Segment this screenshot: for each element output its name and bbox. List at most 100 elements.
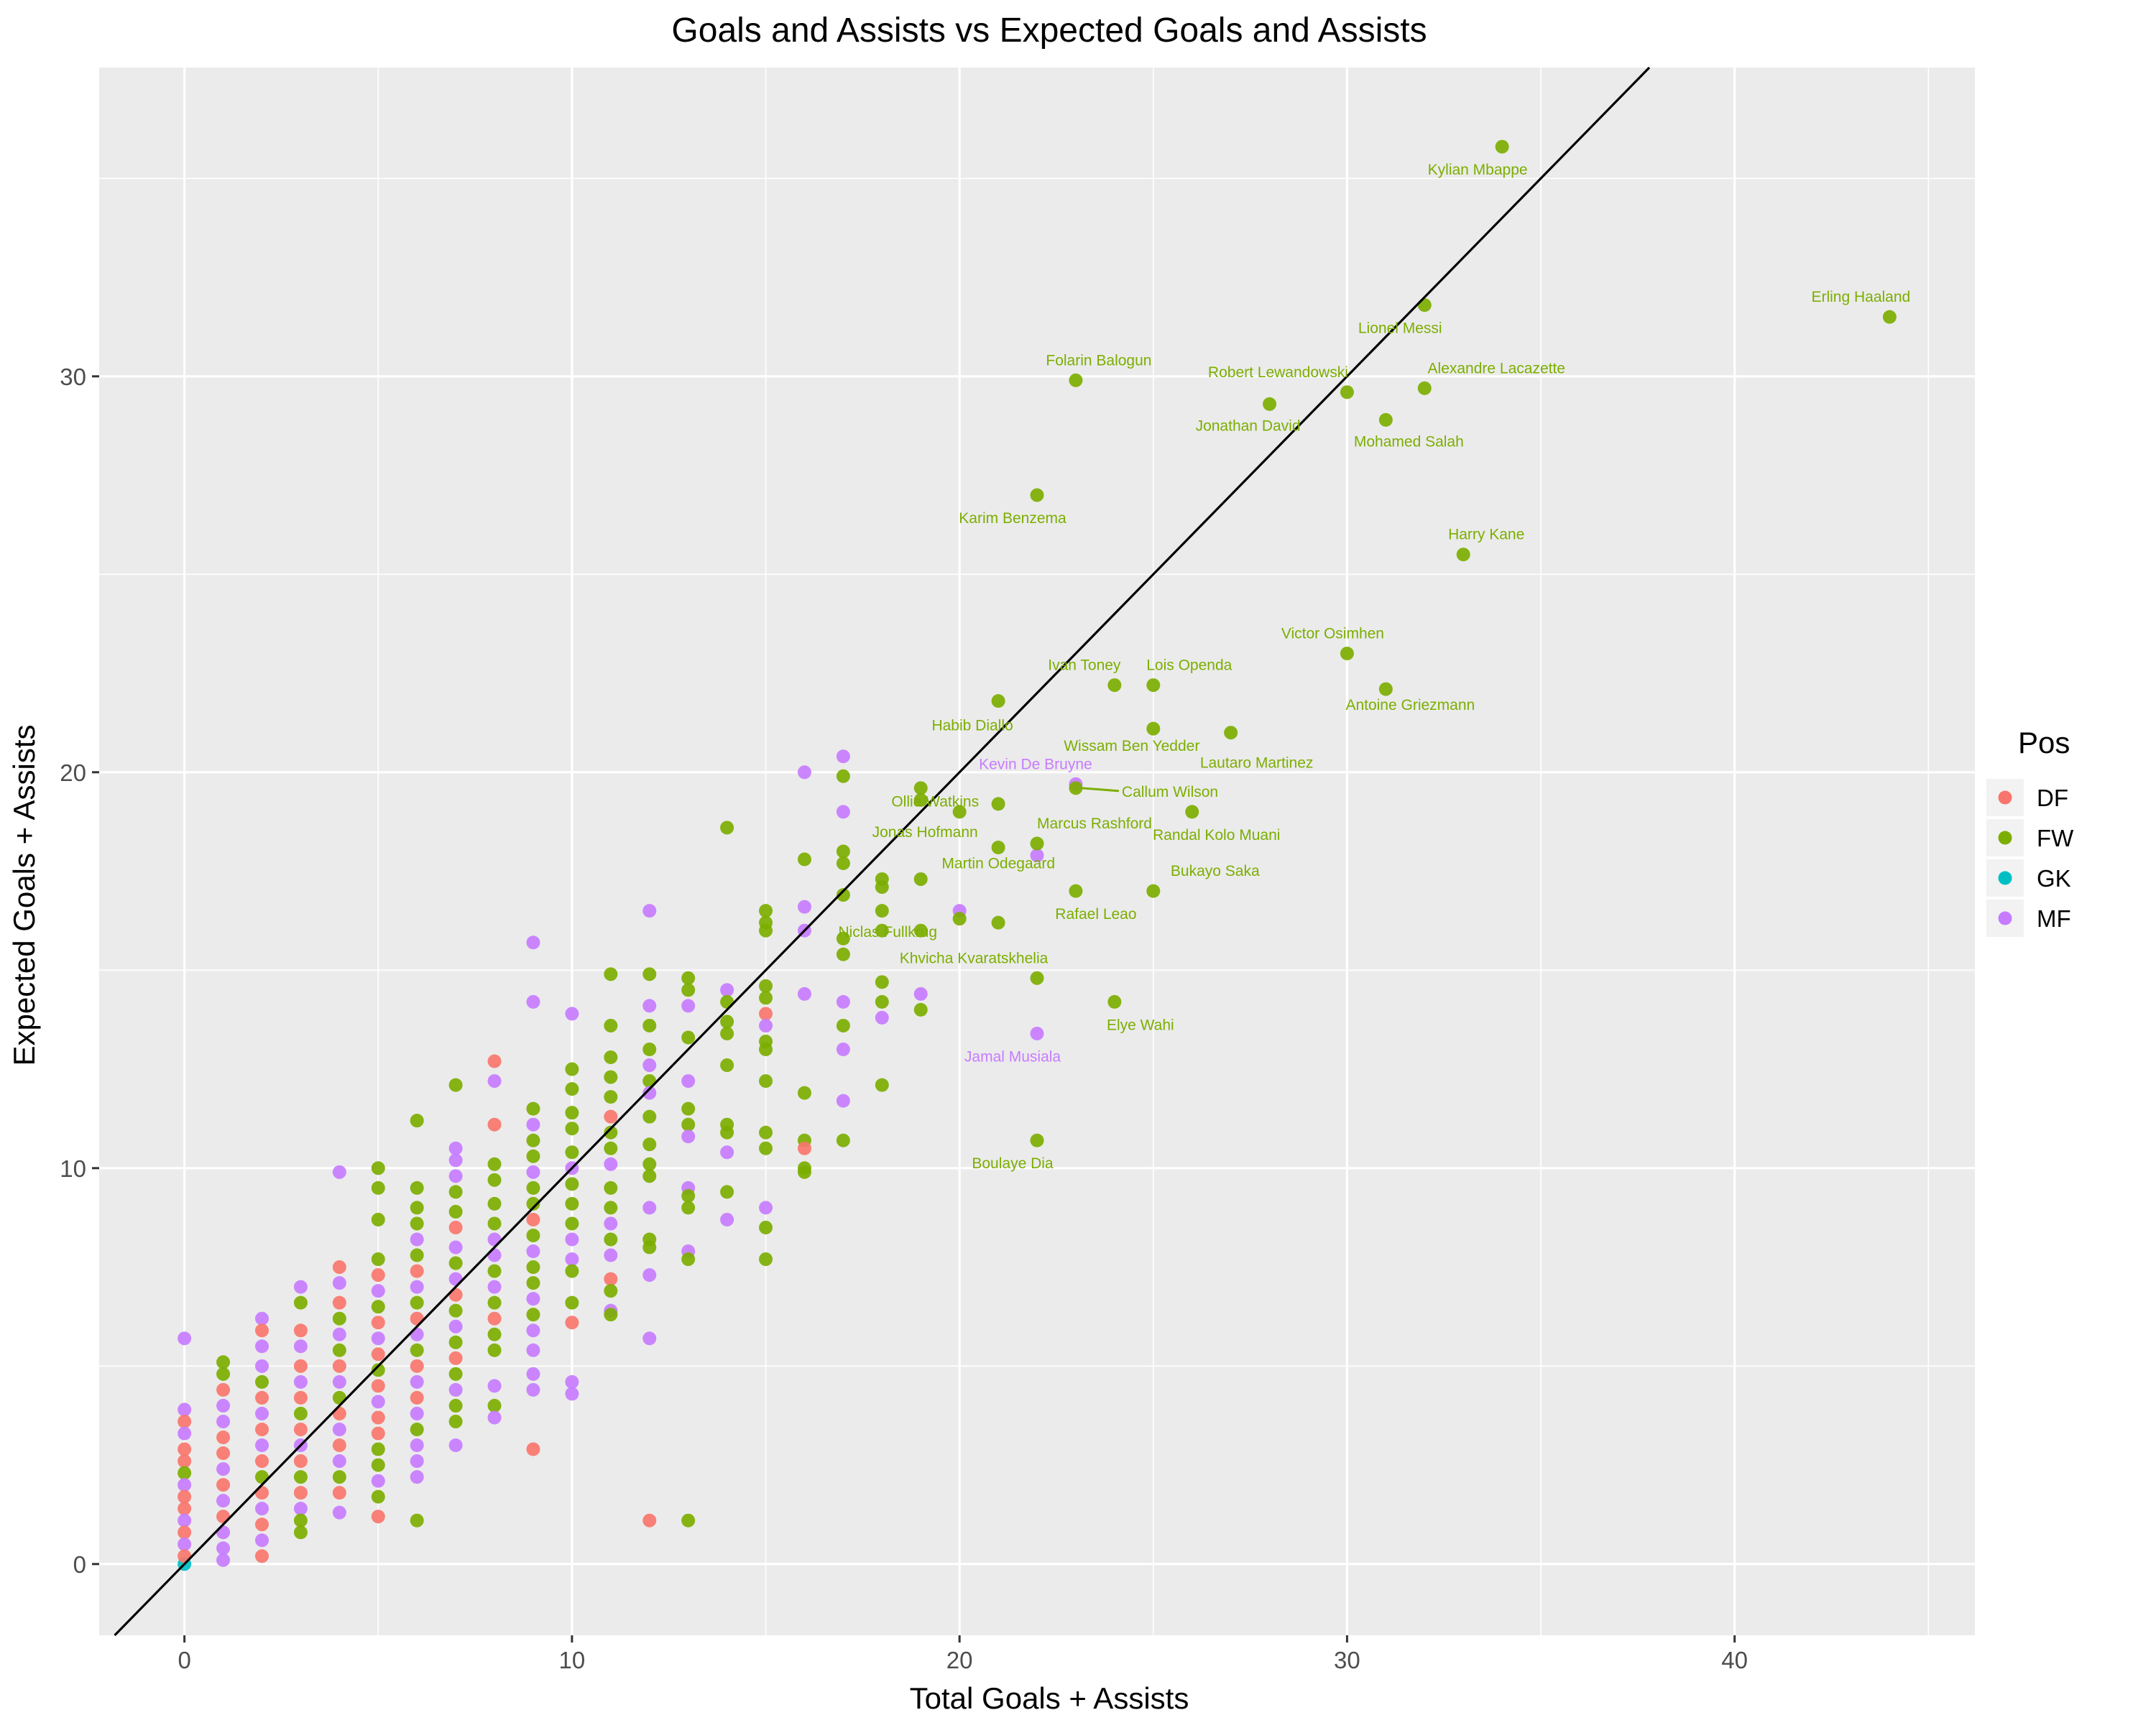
data-point-mf (332, 1276, 346, 1290)
data-point-mf (216, 1462, 231, 1477)
data-point-fw (604, 1284, 618, 1298)
data-point-df (216, 1510, 231, 1524)
data-point-fw (642, 1137, 657, 1152)
data-point-fw (1146, 678, 1161, 693)
reference-line (114, 66, 1651, 1637)
data-point-fw (1263, 397, 1277, 411)
data-point-mf (526, 994, 540, 1009)
data-point-df (254, 1486, 269, 1500)
data-point-df (332, 1260, 346, 1275)
data-point-df (604, 1272, 618, 1286)
data-point-fw (565, 1122, 579, 1136)
data-points (178, 139, 1897, 1571)
point-label: Kylian Mbappe (1428, 162, 1528, 178)
data-point-fw (293, 1470, 308, 1484)
data-point-mf (836, 749, 850, 764)
point-label: Jamal Musiala (964, 1048, 1061, 1065)
data-point-fw (293, 1406, 308, 1420)
data-point-fw (410, 1343, 424, 1357)
data-point-fw (681, 1188, 696, 1203)
data-point-fw (875, 880, 889, 895)
data-point-mf (720, 983, 734, 997)
point-label: Alexandre Lacazette (1428, 360, 1565, 376)
data-point-fw (642, 1240, 657, 1255)
data-point-mf (1030, 1026, 1044, 1040)
data-point-fw (332, 1343, 346, 1357)
data-point-fw (604, 1181, 618, 1195)
data-point-mf (371, 1474, 385, 1488)
data-point-fw (991, 840, 1005, 854)
data-point-fw (681, 971, 696, 985)
data-point-fw (448, 1414, 463, 1428)
data-point-fw (681, 1101, 696, 1116)
data-point-fw (448, 1185, 463, 1199)
data-point-df (487, 1311, 502, 1326)
point-label: Victor Osimhen (1281, 625, 1384, 642)
data-point-mf (487, 1280, 502, 1294)
point-label: Boulaye Dia (972, 1155, 1054, 1172)
data-point-fw (1069, 373, 1083, 387)
data-point-df (254, 1422, 269, 1436)
data-point-fw (759, 979, 773, 993)
data-point-mf (487, 1074, 502, 1089)
data-point-df (332, 1406, 346, 1420)
data-point-mf (642, 1086, 657, 1100)
point-label: Antoine Griezmann (1345, 697, 1475, 713)
data-point-fw (332, 1470, 346, 1484)
y-tick-label: 20 (60, 759, 86, 786)
data-point-fw (681, 983, 696, 997)
data-point-fw (410, 1422, 424, 1436)
data-point-mf (410, 1374, 424, 1389)
data-point-fw (836, 931, 850, 946)
data-point-mf (526, 1323, 540, 1338)
data-point-mf (410, 1327, 424, 1341)
data-point-fw (293, 1525, 308, 1540)
data-point-fw (487, 1327, 502, 1341)
data-point-mf (604, 1216, 618, 1231)
data-point-fw (526, 1276, 540, 1290)
data-point-df (410, 1311, 424, 1326)
data-point-df (565, 1316, 579, 1330)
data-point-mf (216, 1541, 231, 1556)
data-point-fw (448, 1303, 463, 1318)
x-tick-label: 20 (946, 1647, 973, 1673)
data-point-mf (254, 1438, 269, 1453)
data-point-mf (293, 1502, 308, 1516)
data-point-fw (604, 1125, 618, 1140)
data-point-fw (759, 991, 773, 1005)
data-point-fw (1185, 805, 1199, 819)
data-point-mf (254, 1502, 269, 1516)
point-label: Rafael Leao (1055, 906, 1136, 923)
data-point-mf (254, 1339, 269, 1354)
point-label: Jonathan David (1196, 417, 1301, 434)
data-point-fw (720, 1026, 734, 1040)
data-point-mf (216, 1525, 231, 1540)
data-point-fw (448, 1367, 463, 1381)
reference-line-layer (114, 66, 1651, 1637)
data-point-df (487, 1054, 502, 1068)
data-point-df (526, 1442, 540, 1456)
data-point-mf (371, 1331, 385, 1346)
data-point-fw (565, 1145, 579, 1160)
point-label: Niclas Fullkrug (838, 924, 937, 941)
data-point-fw (178, 1466, 192, 1480)
y-axis-ticks: 0 10 20 30 (60, 364, 99, 1578)
point-label: Randal Kolo Muani (1153, 827, 1280, 844)
data-point-fw (875, 994, 889, 1009)
data-point-fw (410, 1114, 424, 1128)
data-point-mf (371, 1395, 385, 1409)
data-point-fw (720, 1185, 734, 1199)
data-point-df (448, 1220, 463, 1234)
data-point-mf (332, 1374, 346, 1389)
data-point-fw (836, 947, 850, 961)
data-point-mf (759, 1201, 773, 1215)
data-point-fw (797, 1086, 811, 1100)
data-point-fw (875, 923, 889, 938)
data-point-fw (371, 1363, 385, 1377)
data-point-fw (216, 1355, 231, 1369)
data-point-mf (526, 1165, 540, 1179)
data-point-fw (797, 852, 811, 867)
data-point-fw (604, 1090, 618, 1104)
data-point-df (216, 1478, 231, 1492)
